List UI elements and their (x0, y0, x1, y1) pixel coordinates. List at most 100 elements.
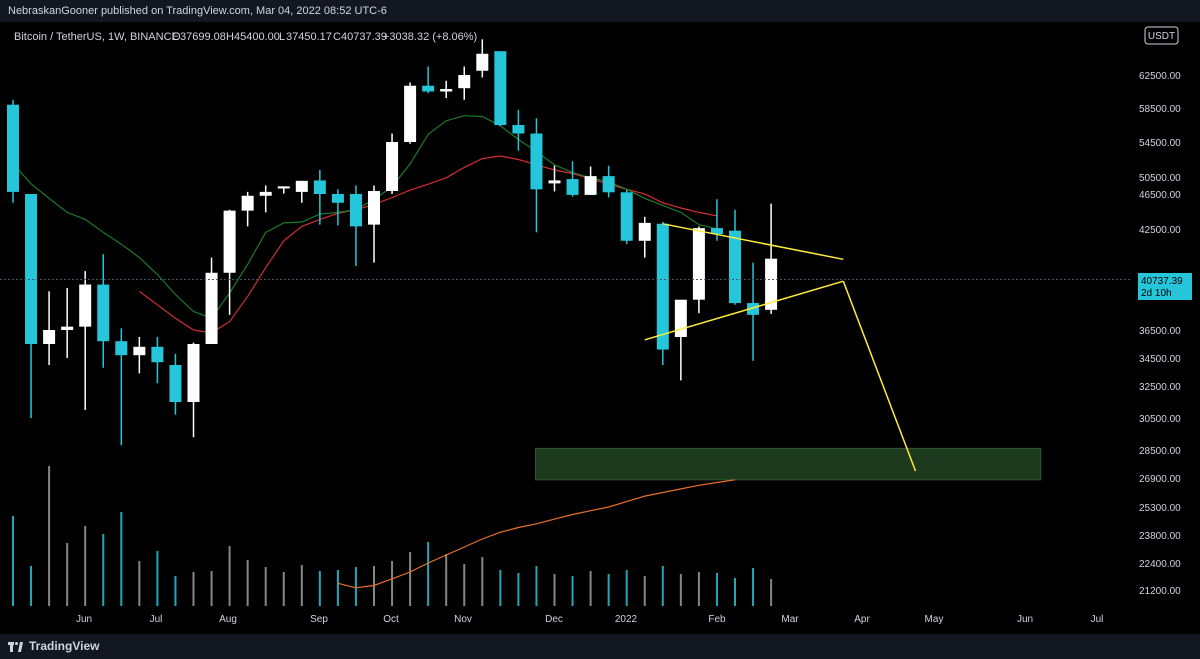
candle-body (494, 51, 507, 126)
projection-line (842, 280, 917, 472)
x-tick-label: Sep (310, 614, 328, 625)
candle-body (25, 194, 38, 344)
moving-average-line (337, 479, 736, 589)
volume-bar (409, 552, 412, 606)
ohlc-close: 40737.39 (341, 31, 387, 43)
y-tick-label: 23800.00 (1139, 531, 1181, 542)
candle-body (602, 176, 615, 193)
candle-body (404, 85, 417, 142)
x-tick-label: Jul (150, 614, 163, 625)
footer-bar: TradingView (0, 634, 1200, 659)
volume-bar (84, 526, 87, 606)
candle-body (115, 341, 128, 356)
brand-name: TradingView (29, 639, 100, 653)
candle-body (368, 191, 380, 225)
volume-bar (661, 566, 664, 606)
ohlc-low-label: L (279, 31, 285, 43)
candle-body (79, 284, 92, 327)
symbol-title: Bitcoin / TetherUS, 1W, BINANCE (14, 31, 179, 43)
volume-bar (138, 561, 141, 606)
candle-body (61, 326, 74, 330)
candle-body (548, 180, 561, 184)
volume-bar (625, 570, 628, 606)
volume-bar (192, 572, 195, 606)
volume-bar (246, 560, 249, 606)
volume-bar (102, 534, 105, 606)
candle-body (747, 303, 760, 315)
x-tick-label: Dec (545, 614, 563, 625)
volume-bar (30, 566, 33, 606)
volume-bar (734, 578, 736, 606)
volume-bar (679, 574, 682, 606)
volume-bar (282, 572, 285, 606)
target-zone (534, 447, 1042, 481)
tradingview-logo[interactable]: TradingView (8, 639, 99, 653)
volume-bar (427, 542, 430, 606)
y-tick-label: 30500.00 (1139, 414, 1181, 425)
triangle-upper-trendline (662, 223, 844, 261)
currency-label: USDT (1148, 31, 1175, 42)
candle-body (349, 194, 362, 227)
volume-bar (715, 573, 718, 606)
candle-body (674, 299, 687, 337)
x-tick-label: 2022 (615, 614, 638, 625)
candle-body (386, 142, 399, 192)
volume-bar (228, 546, 231, 606)
candle-body (97, 284, 110, 342)
moving-average-line (12, 115, 718, 319)
candle-body (205, 272, 218, 344)
currency-button[interactable] (1144, 26, 1179, 45)
candle-body (151, 346, 164, 363)
ohlc-open: 37699.08 (180, 31, 226, 43)
volume-bar (535, 566, 538, 606)
candle-body (620, 192, 633, 241)
price-chart[interactable]: Bitcoin / TetherUS, 1W, BINANCE O 37699.… (0, 22, 1200, 634)
candle-body (512, 125, 525, 134)
volume-bar (571, 576, 574, 606)
current-price-badge (1138, 273, 1192, 300)
candle-body (295, 180, 308, 192)
volume-bar (697, 572, 700, 606)
candle-body (187, 344, 200, 402)
candle-body (43, 330, 56, 344)
y-tick-label: 26900.00 (1139, 474, 1181, 485)
y-tick-label: 42500.00 (1139, 225, 1181, 236)
x-tick-label: Jun (1017, 614, 1033, 625)
volume-bar (517, 573, 520, 606)
candle-body (765, 258, 778, 310)
y-tick-label: 62500.00 (1139, 71, 1181, 82)
volume-bar (120, 512, 123, 606)
y-tick-label: 50500.00 (1139, 173, 1181, 184)
ohlc-high-label: H (226, 31, 234, 43)
volume-bar (770, 579, 773, 606)
publisher-text: NebraskanGooner published on TradingView… (8, 5, 387, 17)
candle-body (729, 230, 741, 304)
volume-bar (445, 554, 448, 606)
volume-bar (66, 543, 69, 606)
volume-bar (174, 576, 177, 606)
volume-bar (391, 561, 394, 606)
volume-bar (607, 574, 610, 606)
candle-body (530, 133, 543, 190)
candle-body (458, 75, 471, 89)
triangle-lower-trendline (644, 280, 844, 341)
volume-bar (12, 516, 14, 606)
tradingview-logo-icon (8, 640, 24, 652)
candle-body (710, 228, 723, 235)
x-tick-label: Apr (854, 614, 870, 625)
ohlc-low: 37450.17 (286, 31, 332, 43)
volume-bar (354, 567, 357, 606)
candle-body (584, 176, 597, 195)
y-tick-label: 46500.00 (1139, 190, 1181, 201)
x-tick-label: Jun (76, 614, 92, 625)
candle-body (223, 210, 236, 273)
candle-body (169, 365, 182, 402)
y-tick-label: 22400.00 (1139, 559, 1181, 570)
candle-body (566, 179, 579, 195)
y-tick-label: 54500.00 (1139, 138, 1181, 149)
price-change: +3038.32 (+8.06%) (383, 31, 477, 43)
ohlc-close-label: C (333, 31, 341, 43)
candle-body (331, 194, 344, 203)
candle-body (656, 223, 669, 350)
volume-bar (156, 551, 159, 606)
